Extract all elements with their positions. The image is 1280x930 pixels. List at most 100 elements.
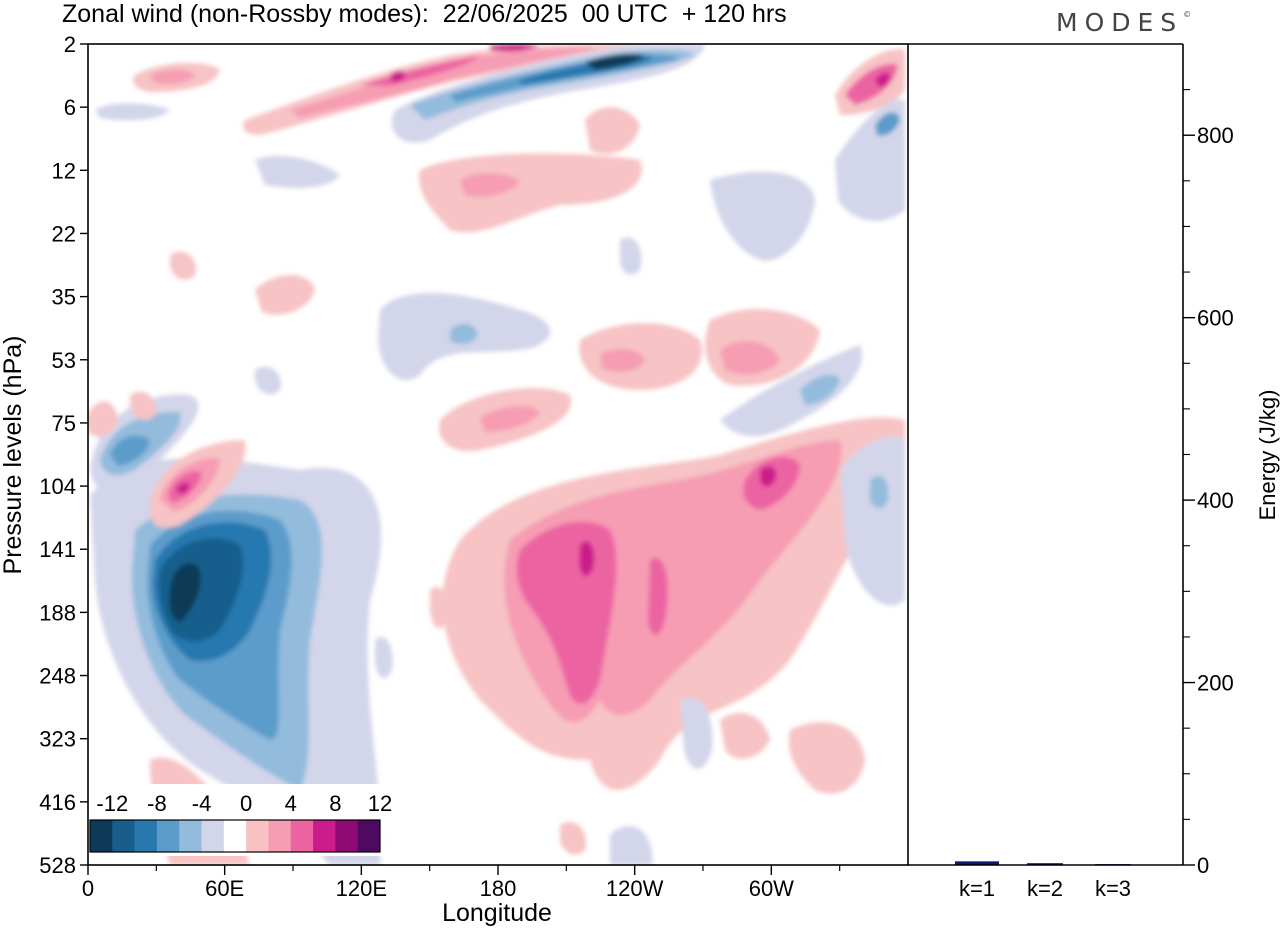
y-tick-label: 53 — [52, 348, 76, 373]
colorbar-swatch — [290, 820, 314, 852]
colorbar-swatch — [223, 820, 247, 852]
colorbar-swatch — [156, 820, 180, 852]
chart-title: Zonal wind (non-Rossby modes): 22/06/202… — [62, 0, 787, 28]
upper-easterly-left — [95, 103, 170, 121]
colorbar-tick-label: 12 — [368, 791, 392, 816]
upper-westerly-core — [390, 70, 405, 82]
y-tick-label: 188 — [39, 600, 76, 625]
small-westerly-patch — [170, 251, 196, 280]
colorbar-swatch — [335, 820, 358, 852]
energy-bar — [955, 861, 999, 865]
colorbar-swatch — [201, 820, 225, 852]
energy-axis-label: Energy (J/kg) — [1255, 390, 1280, 521]
small-easterly-patch — [680, 697, 713, 769]
westerly-band-right-lobe — [648, 558, 668, 635]
colorbar-swatch — [357, 820, 381, 852]
colorbar-swatch — [134, 820, 158, 852]
small-westerly-patch — [720, 712, 770, 759]
y-tick-label: 2 — [64, 32, 76, 57]
easterly-right-lower-l2 — [870, 475, 889, 509]
small-westerly-patch — [560, 821, 586, 855]
westerly-60w-core — [760, 465, 777, 487]
westerly-patch-22hpa-left — [88, 401, 118, 437]
x-axis-label: Longitude — [442, 899, 552, 927]
y-tick-label: 6 — [64, 95, 76, 120]
energy-bar — [1027, 863, 1063, 865]
westerly-patch-12hpa-l2 — [460, 173, 520, 197]
westerly-patch-53hpa-l2 — [600, 348, 645, 372]
colorbar-tick-label: 8 — [329, 791, 341, 816]
x-axis-ticks: 0 60E 120E 180 120W 60W — [82, 865, 841, 901]
x-tick-label: 0 — [82, 876, 94, 901]
y-axis-label: Pressure levels (hPa) — [0, 336, 27, 575]
small-westerly-patch — [788, 722, 865, 794]
colorbar: -12 -8 -4 0 4 8 12 — [84, 784, 392, 856]
colorbar-tick-label: -4 — [192, 791, 212, 816]
energy-tick-label: 800 — [1197, 123, 1234, 148]
copyright-mark: © — [1183, 10, 1192, 19]
wavenumber-label: k=3 — [1095, 876, 1131, 901]
y-tick-label: 104 — [39, 474, 76, 499]
westerly-patch-12hpa — [419, 153, 642, 233]
y-tick-label: 416 — [39, 790, 76, 815]
upper-westerly-left-l2 — [150, 69, 195, 84]
colorbar-swatch — [112, 820, 135, 852]
westerly-patch-75hpa-180-l2 — [480, 406, 540, 432]
colorbar-tick-label: 4 — [285, 791, 297, 816]
westerly-patch-35hpa — [255, 275, 315, 315]
x-tick-label: 120W — [606, 876, 664, 901]
easterly-jet-core — [169, 562, 201, 622]
y-tick-label: 323 — [39, 727, 76, 752]
y-tick-label: 141 — [39, 537, 76, 562]
westerly-patch-6hpa — [585, 107, 640, 154]
colorbar-tick-label: 0 — [240, 791, 252, 816]
wavenumber-label: k=1 — [959, 876, 995, 901]
colorbar-tick-label: -12 — [96, 791, 128, 816]
wavenumber-label: k=2 — [1027, 876, 1063, 901]
energy-tick-label: 400 — [1197, 488, 1234, 513]
easterly-right-lower — [840, 436, 905, 606]
energy-tick-label: 0 — [1197, 853, 1209, 878]
easterly-right-midlevel — [720, 345, 862, 437]
colorbar-swatch — [179, 820, 202, 852]
small-westerly-patch — [130, 391, 156, 420]
y-tick-label: 75 — [52, 411, 76, 436]
colorbar-swatch — [246, 820, 269, 852]
upper-westerly-diagonal-l3 — [360, 55, 480, 86]
colorbar-swatch — [268, 820, 292, 852]
easterly-patch-22hpa — [710, 171, 815, 261]
logo-text: MODES — [1056, 8, 1184, 37]
small-easterly-patch — [610, 826, 653, 865]
westerly-band-core — [579, 541, 595, 577]
y-tick-label: 248 — [39, 664, 76, 689]
energy-tick-label: 200 — [1197, 671, 1234, 696]
x-tick-label: 60E — [205, 876, 244, 901]
easterly-patch-75hpa-core — [110, 435, 150, 466]
y-axis-ticks: 2 6 12 22 35 53 75 104 141 188 248 323 416 528 — [39, 32, 88, 878]
y-tick-label: 12 — [52, 158, 76, 183]
easterly-right-midlevel-l2 — [800, 374, 840, 405]
small-westerly-patch — [430, 586, 448, 629]
small-easterly-patch — [255, 366, 281, 395]
upper-easterly-right-l2 — [875, 112, 900, 136]
y-tick-label: 22 — [52, 221, 76, 246]
upper-easterly-core — [585, 53, 645, 70]
x-tick-label: 120E — [336, 876, 387, 901]
modes-logo: MODES© — [1056, 8, 1191, 37]
easterly-band-midlevel-l2 — [450, 323, 478, 345]
y-tick-label: 35 — [52, 285, 76, 310]
westerly-patch-53hpa-right-l2 — [720, 341, 780, 375]
energy-axis-ticks: 0 200 400 600 800 — [1183, 89, 1234, 878]
easterly-patch-12hpa — [255, 155, 340, 188]
energy-tick-label: 600 — [1197, 306, 1234, 331]
wavenumber-ticks: k=1 k=2 k=3 — [959, 876, 1131, 901]
colorbar-frame — [89, 819, 381, 853]
x-tick-label: 180 — [480, 876, 517, 901]
colorbar-tick-label: -8 — [147, 791, 167, 816]
zonal-wind-field — [88, 44, 905, 865]
y-tick-label: 528 — [39, 853, 76, 878]
small-easterly-patch — [375, 636, 393, 679]
colorbar-swatch — [313, 820, 336, 852]
westerly-patch-104hpa-core — [176, 482, 190, 494]
